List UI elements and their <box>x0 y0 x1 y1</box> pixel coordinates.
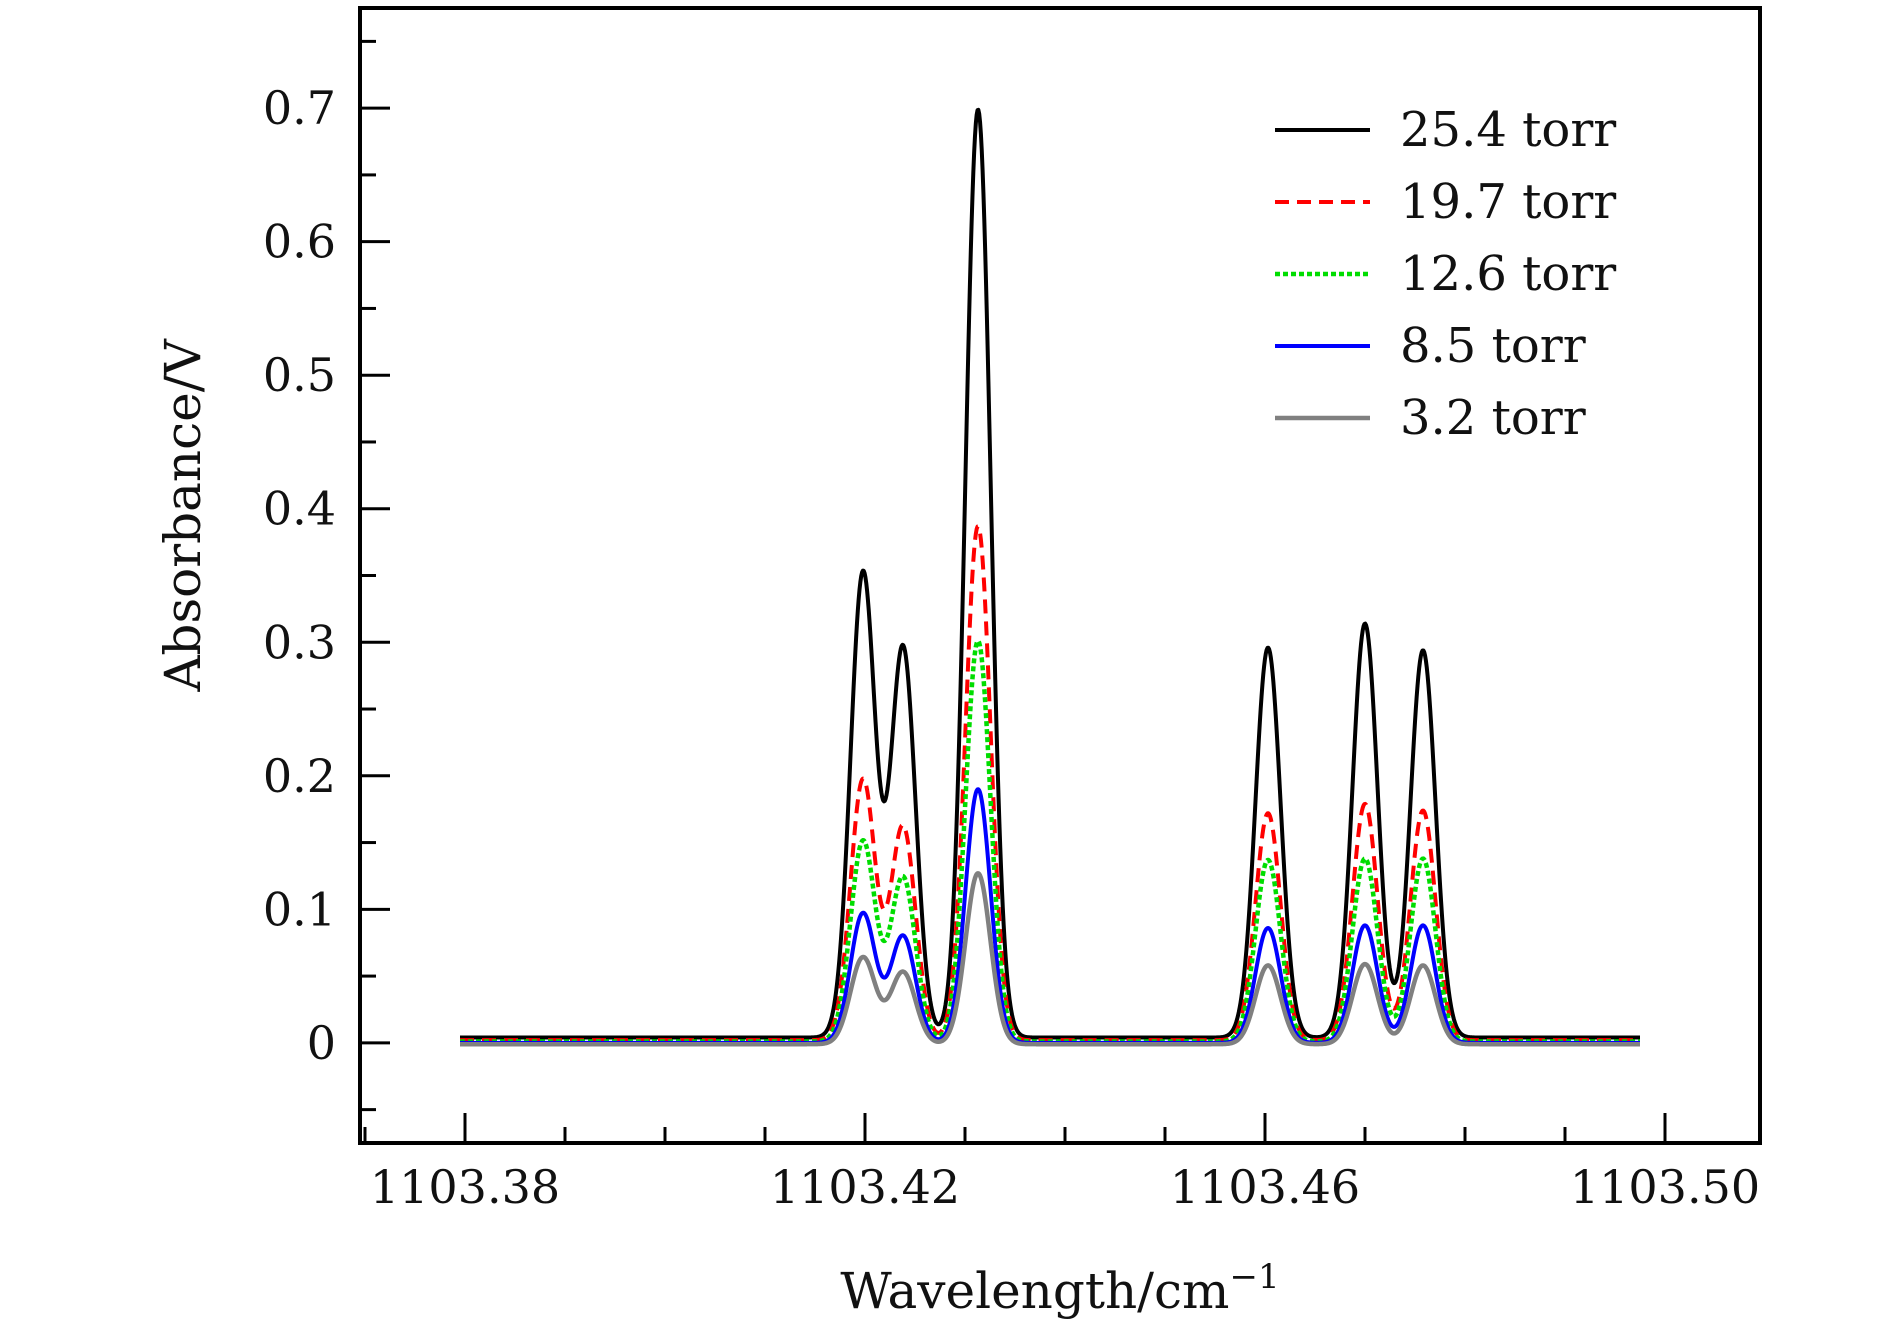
y-tick-label: 0.6 <box>263 215 336 269</box>
x-axis-title: Wavelength/cm−1 <box>840 1257 1279 1320</box>
legend-label: 25.4 torr <box>1400 102 1616 158</box>
legend-label: 8.5 torr <box>1400 318 1586 374</box>
y-tick-label: 0.3 <box>263 615 336 669</box>
series-line-12-6-torr <box>458 638 1642 1044</box>
legend-label: 3.2 torr <box>1400 390 1586 446</box>
x-tick-label: 1103.50 <box>1570 1160 1760 1214</box>
y-tick-label: 0.4 <box>263 482 336 536</box>
series-line-25-4-torr <box>458 107 1642 1040</box>
legend-label: 19.7 torr <box>1400 174 1616 230</box>
y-tick-label: 0.5 <box>263 348 336 402</box>
legend: 25.4 torr 19.7 torr 12.6 torr 8.5 torr 3.2 t… <box>1275 102 1616 446</box>
series-layer <box>458 107 1642 1047</box>
x-tick-label: 1103.46 <box>1170 1160 1360 1214</box>
y-axis-title: Absorbance/V <box>154 338 212 692</box>
series-line-3-2-torr <box>458 871 1642 1047</box>
x-tick-label: 1103.42 <box>770 1160 960 1214</box>
x-axis-title-superscript: −1 <box>1229 1257 1279 1297</box>
series-line-8-5-torr <box>458 787 1642 1045</box>
y-tick-label: 0 <box>307 1016 336 1070</box>
x-axis-title-text: Wavelength/cm <box>840 1262 1229 1320</box>
ticks-layer: 1103.38 1103.42 1103.46 1103.50 0 0.1 0.2 0.3 0.… <box>263 39 1760 1214</box>
y-tick-label: 0.7 <box>263 81 336 135</box>
x-tick-label: 1103.38 <box>370 1160 560 1214</box>
legend-label: 12.6 torr <box>1400 246 1616 302</box>
y-tick-label: 0.1 <box>263 882 336 936</box>
series-line-19-7-torr <box>458 524 1642 1043</box>
y-tick-label: 0.2 <box>263 749 336 803</box>
